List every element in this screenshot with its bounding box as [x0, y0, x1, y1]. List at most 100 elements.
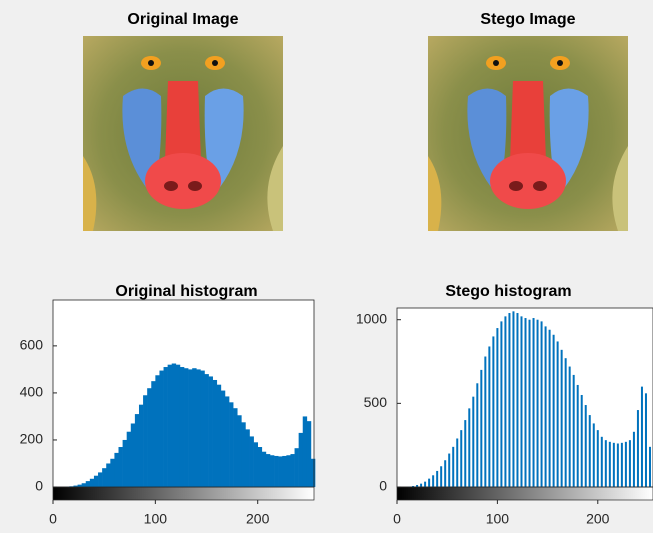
bar: [589, 415, 591, 487]
histogram-bar: [295, 448, 299, 487]
histogram-bar: [102, 468, 106, 487]
bar: [480, 370, 482, 487]
histogram-bar: [250, 436, 254, 487]
histogram-bar: [254, 442, 258, 487]
histogram-bar: [204, 374, 208, 487]
histogram-bar: [127, 432, 131, 487]
histogram-bar: [262, 452, 266, 487]
bar: [545, 326, 547, 487]
bar: [629, 440, 631, 487]
x-tick-label: 0: [393, 511, 401, 527]
histogram-bar: [274, 456, 278, 487]
bar: [593, 423, 595, 487]
bar: [565, 358, 567, 487]
bar: [472, 397, 474, 487]
histogram-bar: [286, 455, 290, 487]
original-image: [83, 36, 283, 231]
histogram-bar: [299, 433, 303, 487]
bar: [637, 410, 639, 487]
bar: [476, 383, 478, 487]
bar: [537, 320, 539, 487]
histogram-bar: [192, 368, 196, 487]
histogram-bar: [82, 483, 86, 487]
bar: [601, 437, 603, 487]
histogram-bar: [114, 453, 118, 487]
bar: [448, 454, 450, 487]
bar: [428, 479, 430, 487]
histogram-bar: [290, 454, 294, 487]
histogram-bar: [196, 369, 200, 487]
histogram-bar: [98, 472, 102, 487]
bar: [621, 443, 623, 487]
histogram-bar: [311, 459, 315, 487]
bar: [553, 335, 555, 487]
histogram-bar: [151, 381, 155, 487]
bar: [569, 367, 571, 487]
x-tick-label: 0: [49, 511, 57, 527]
bar: [496, 328, 498, 487]
histogram-bar: [217, 385, 221, 487]
histogram-bar: [282, 456, 286, 487]
bar: [488, 346, 490, 487]
histogram-bar: [270, 455, 274, 487]
histogram-bar: [180, 367, 184, 487]
histogram-bar: [241, 422, 245, 487]
histogram-bar: [184, 368, 188, 487]
histogram-bar: [119, 447, 123, 487]
histogram-bar: [131, 423, 135, 487]
bar: [549, 330, 551, 487]
chart-title: Stego histogram: [445, 283, 571, 300]
bar: [557, 341, 559, 487]
image-title: Original Image: [127, 11, 238, 28]
bar: [460, 430, 462, 487]
image-title: Stego Image: [480, 11, 575, 28]
bar: [516, 313, 518, 487]
bar: [649, 447, 651, 487]
histogram-bar: [176, 365, 180, 487]
bar: [500, 321, 502, 487]
bar: [641, 387, 643, 487]
histogram-bar: [303, 416, 307, 487]
bar: [581, 395, 583, 487]
bar: [585, 405, 587, 487]
histogram-bar: [200, 371, 204, 487]
histogram-bar: [143, 395, 147, 487]
histogram-bar: [213, 380, 217, 487]
histogram-bar: [307, 421, 311, 487]
bar: [512, 311, 514, 487]
histogram-bar: [188, 369, 192, 487]
bar: [525, 318, 527, 487]
bar: [561, 350, 563, 487]
histogram-bar: [225, 396, 229, 487]
bar: [520, 316, 522, 487]
bar: [597, 430, 599, 487]
histogram-bar: [258, 447, 262, 487]
bar: [529, 320, 531, 487]
histogram-bar: [90, 479, 94, 487]
x-tick-label: 100: [486, 511, 510, 527]
histogram-bar: [147, 388, 151, 487]
bar: [504, 316, 506, 487]
histogram-bar: [155, 375, 159, 487]
figure: Original Image Stego Image Original hist…: [0, 0, 653, 533]
histogram-bar: [233, 408, 237, 487]
bar: [420, 484, 422, 487]
colorbar: [397, 487, 653, 500]
bar: [468, 408, 470, 487]
bar: [492, 336, 494, 487]
y-tick-label: 500: [364, 394, 388, 410]
bar: [424, 482, 426, 487]
bar: [484, 357, 486, 487]
bar: [508, 313, 510, 487]
histogram-bar: [110, 459, 114, 487]
histogram-bar: [159, 371, 163, 487]
bar: [436, 471, 438, 487]
histogram-bar: [278, 456, 282, 487]
histogram-bar: [221, 391, 225, 487]
chart-title: Original histogram: [115, 283, 257, 300]
histogram-bar: [168, 365, 172, 487]
histogram-bar: [245, 429, 249, 487]
bar: [609, 442, 611, 487]
bar: [432, 475, 434, 487]
bar: [617, 444, 619, 487]
